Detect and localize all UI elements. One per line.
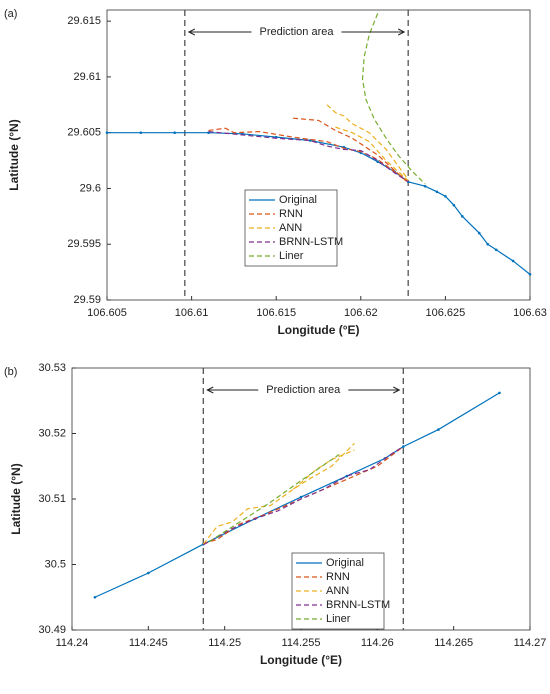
y-tick-label: 29.605	[67, 127, 101, 139]
series-line	[361, 13, 426, 185]
legend-label: BRNN-LSTM	[279, 236, 343, 248]
x-tick-label: 106.63	[513, 307, 547, 319]
legend-label: Liner	[279, 250, 304, 262]
legend-label: Original	[326, 557, 364, 569]
series-line	[208, 130, 409, 183]
point-marker	[511, 259, 515, 263]
series-line	[94, 392, 500, 598]
panel-label: (b)	[4, 366, 17, 378]
x-tick-label: 114.245	[129, 637, 168, 649]
y-tick-label: 30.5	[45, 558, 66, 570]
y-tick-label: 30.51	[38, 493, 66, 505]
y-tick-label: 29.615	[67, 15, 101, 27]
point-marker	[437, 428, 440, 431]
point-marker	[105, 131, 109, 134]
series-line	[208, 117, 409, 184]
y-tick-label: 29.59	[73, 294, 101, 306]
series-line	[209, 453, 340, 543]
y-tick-label: 30.53	[38, 362, 66, 374]
point-marker	[147, 571, 150, 575]
arrow-right	[348, 386, 401, 394]
legend-label: BRNN-LSTM	[326, 599, 390, 611]
x-tick-label: 106.615	[256, 307, 296, 319]
x-tick-label: 114.255	[282, 637, 321, 649]
x-axis-label: Longitude (°E)	[260, 653, 342, 667]
legend-label: RNN	[326, 571, 350, 583]
x-tick-label: 106.605	[87, 307, 127, 319]
point-marker	[498, 391, 501, 395]
legend-label: Liner	[326, 613, 351, 625]
point-marker	[444, 194, 447, 198]
legend-label: ANN	[279, 222, 302, 234]
y-tick-label: 30.52	[38, 427, 66, 439]
legend-label: RNN	[279, 208, 303, 220]
point-marker	[452, 203, 456, 207]
point-marker	[435, 190, 439, 194]
point-marker	[376, 160, 380, 163]
x-tick-label: 114.265	[434, 637, 473, 649]
point-marker	[299, 495, 303, 499]
arrow-right	[341, 28, 406, 36]
y-axis-label: Latitude (°N)	[7, 119, 21, 190]
y-tick-label: 30.49	[38, 624, 66, 636]
point-marker	[173, 131, 176, 134]
y-axis-label: Latitude (°N)	[9, 463, 23, 534]
y-tick-label: 29.6	[80, 182, 101, 194]
arrow-left	[206, 386, 259, 394]
point-marker	[494, 248, 498, 252]
y-tick-label: 29.61	[73, 71, 101, 83]
x-tick-label: 114.25	[208, 637, 241, 649]
point-marker	[423, 184, 427, 188]
x-tick-label: 106.62	[344, 307, 378, 319]
annotation: Prediction area	[260, 26, 335, 38]
series-line	[202, 442, 355, 545]
x-tick-label: 114.27	[514, 637, 547, 649]
point-marker	[486, 242, 490, 246]
series-line	[326, 104, 409, 182]
arrow-left	[187, 28, 252, 36]
legend-label: ANN	[326, 585, 349, 597]
point-marker	[528, 273, 532, 276]
point-marker	[93, 595, 97, 599]
y-tick-label: 29.595	[67, 238, 101, 250]
x-tick-label: 106.625	[426, 307, 466, 319]
legend-label: Original	[279, 194, 317, 206]
x-axis-label: Longitude (°E)	[277, 323, 359, 337]
point-marker	[139, 131, 143, 134]
series-line	[202, 446, 404, 546]
annotation: Prediction area	[266, 384, 341, 396]
point-marker	[461, 215, 464, 218]
x-tick-label: 106.61	[175, 307, 209, 319]
point-marker	[477, 231, 481, 235]
legend: Original RNN ANN BRNN-LSTM Liner	[244, 189, 343, 267]
x-tick-label: 114.26	[361, 637, 394, 649]
x-tick-label: 114.24	[56, 637, 89, 649]
panel-label: (a)	[4, 8, 17, 20]
legend: Original RNN ANN BRNN-LSTM Liner	[291, 552, 390, 630]
